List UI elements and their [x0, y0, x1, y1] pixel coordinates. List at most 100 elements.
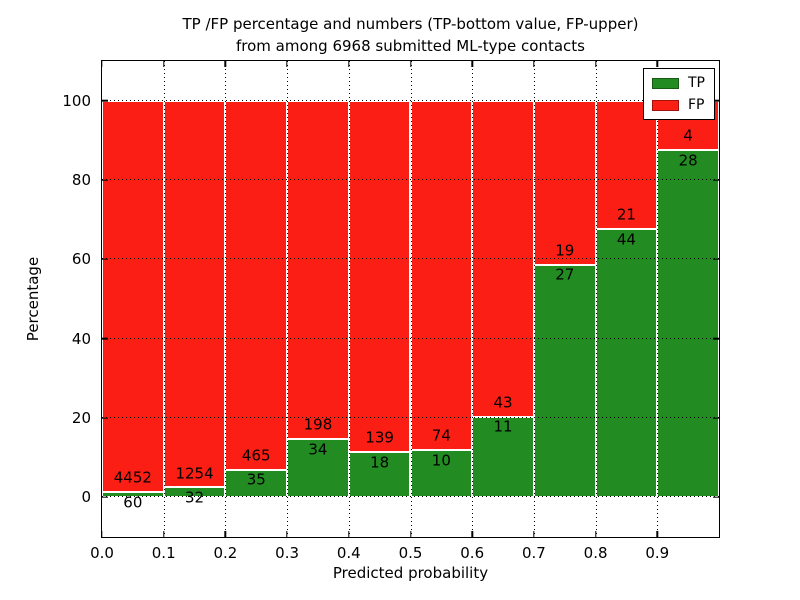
fp-count-label: 4 — [683, 126, 693, 145]
x-tick-mark — [409, 61, 412, 67]
bar-fp — [102, 100, 164, 493]
fp-count-label: 21 — [616, 205, 636, 224]
x-tick-mark — [656, 61, 658, 67]
fp-count-label: 198 — [303, 415, 333, 434]
tp-count-label: 28 — [678, 151, 698, 170]
fp-count-label: 19 — [555, 241, 575, 260]
y-gridline — [102, 337, 719, 339]
x-tick-mark — [471, 61, 473, 67]
y-tick-label: 0 — [81, 488, 91, 507]
tp-count-label: 18 — [370, 453, 390, 472]
x-tick-mark — [348, 61, 350, 67]
bar-tp — [287, 439, 349, 498]
tp-count-label: 10 — [431, 451, 451, 470]
x-tick-mark — [101, 531, 103, 537]
x-tick-label: 0.9 — [645, 544, 670, 562]
x-tick-label: 0.4 — [336, 544, 361, 562]
y-tick-label: 40 — [71, 329, 91, 348]
chart-title: TP /FP percentage and numbers (TP-bottom… — [101, 13, 720, 57]
x-tick-mark — [594, 61, 597, 67]
tp-count-label: 27 — [555, 265, 575, 284]
y-gridline — [102, 99, 719, 101]
x-gridline — [472, 61, 474, 537]
bar-fp — [287, 100, 349, 440]
y-gridline — [102, 258, 719, 260]
bar-fp — [225, 100, 288, 470]
tp-count-label: 35 — [246, 470, 266, 489]
y-gridline — [102, 496, 719, 498]
y-tick-label: 20 — [71, 409, 91, 427]
bar-tp — [533, 264, 596, 498]
bar-fp — [410, 100, 473, 451]
y-tick-mark — [102, 258, 108, 261]
fp-count-label: 43 — [493, 393, 513, 412]
x-gridline — [533, 61, 535, 537]
plot-area: TP FP 0.0 0.1 0.2 0.3 0.4 0.5 0.6 0.7 0.8 0.9 0 20 40… — [62, 60, 720, 562]
x-tick-mark — [533, 61, 535, 67]
x-tick-label: 0.5 — [398, 544, 423, 562]
x-tick-label: 0.1 — [151, 544, 176, 562]
y-axis-label: Percentage — [24, 256, 42, 342]
x-axis-label: Predicted probability — [332, 564, 489, 582]
bar-fp — [163, 100, 226, 488]
y-tick-mark — [713, 496, 719, 499]
x-tick-mark — [471, 531, 473, 537]
tp-count-label: 60 — [123, 493, 143, 512]
y-tick-mark — [713, 179, 719, 181]
y-gridline — [102, 417, 719, 418]
tp-count-label: 44 — [616, 230, 636, 249]
fp-count-label: 139 — [365, 428, 394, 447]
legend: TP FP — [643, 68, 715, 120]
x-tick-mark — [224, 531, 227, 537]
tp-count-label: 34 — [308, 440, 328, 459]
x-gridline — [163, 61, 165, 537]
legend-swatch-fp — [652, 99, 679, 111]
x-tick-label: 0.0 — [90, 544, 114, 562]
y-tick-mark — [102, 337, 108, 340]
y-tick-mark — [102, 417, 108, 419]
x-tick-mark — [101, 61, 103, 67]
bar-tp — [348, 451, 411, 498]
x-tick-label: 0.8 — [583, 544, 608, 562]
chart-title-line2: from among 6968 submitted ML-type contac… — [236, 37, 585, 55]
tp-count-label: 32 — [185, 488, 205, 507]
bar-fp — [348, 100, 411, 452]
y-tick-mark — [102, 99, 108, 102]
x-tick-mark — [533, 531, 535, 537]
y-tick-label: 60 — [71, 250, 91, 269]
legend-row-fp: FP — [652, 98, 705, 112]
fp-count-label: 74 — [431, 426, 451, 445]
y-tick-mark — [713, 258, 719, 261]
fp-count-label: 465 — [241, 446, 271, 465]
y-tick-mark — [102, 496, 108, 499]
x-tick-mark — [286, 531, 288, 537]
y-tick-label: 80 — [71, 171, 91, 189]
x-gridline — [410, 61, 412, 537]
legend-label-tp: TP — [688, 75, 705, 91]
bar-tp — [657, 150, 719, 498]
x-gridline — [595, 61, 597, 537]
x-tick-mark — [594, 531, 597, 537]
fp-count-label: 4452 — [113, 468, 152, 487]
x-tick-mark — [162, 61, 165, 67]
bar-fp — [533, 100, 596, 265]
x-gridline — [225, 61, 227, 537]
x-tick-label: 0.2 — [213, 544, 238, 562]
y-tick-mark — [713, 99, 719, 102]
x-tick-mark — [224, 61, 227, 67]
y-tick-mark — [713, 337, 719, 340]
fp-count-label: 1254 — [175, 464, 214, 483]
x-gridline — [287, 61, 289, 537]
x-tick-mark — [348, 531, 350, 537]
legend-swatch-tp — [652, 77, 679, 89]
x-tick-mark — [286, 61, 288, 67]
bar-tp — [225, 469, 288, 498]
x-tick-label: 0.3 — [275, 544, 300, 562]
y-tick-label: 100 — [62, 91, 91, 110]
legend-row-tp: TP — [652, 76, 705, 90]
x-gridline — [657, 61, 659, 537]
x-tick-mark — [162, 531, 165, 537]
x-gridline — [348, 61, 350, 537]
x-tick-label: 0.6 — [460, 544, 485, 562]
